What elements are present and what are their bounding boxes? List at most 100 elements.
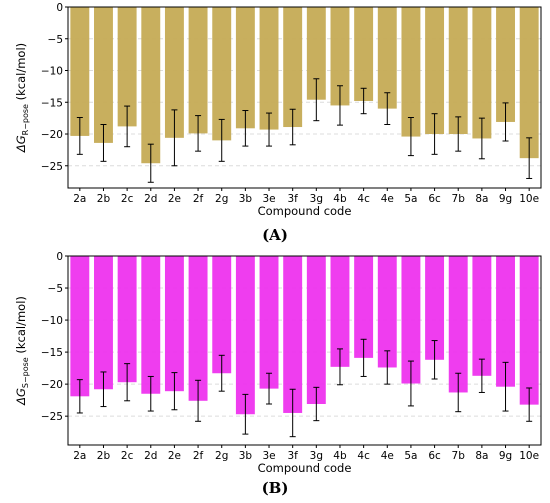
error-bar-2e	[171, 372, 178, 411]
y-axis-label-main: ΔG	[14, 388, 28, 406]
bar-4b	[330, 256, 350, 367]
bar-3e	[259, 256, 279, 389]
bar-2f	[188, 7, 208, 134]
error-bar-3f	[289, 108, 296, 146]
error-bar-9g	[502, 102, 509, 142]
bar-2g	[212, 256, 232, 374]
error-bar-2c	[124, 363, 131, 402]
x-tick-label: 5a	[404, 193, 417, 205]
error-bar-9g	[502, 361, 509, 412]
error-bar-5a	[407, 360, 414, 407]
x-tick-label: 4b	[333, 450, 347, 462]
error-bar-3g	[313, 78, 320, 122]
error-bar-10e	[526, 387, 533, 422]
bar-6c	[425, 7, 445, 135]
bar-2a	[70, 7, 90, 136]
error-bar-3g	[313, 386, 320, 422]
y-tick-label: −25	[41, 411, 63, 423]
bar-3f	[283, 7, 303, 128]
panel-label-a: (A)	[262, 226, 288, 244]
bar-6c	[425, 256, 445, 360]
y-tick-label: −15	[41, 97, 63, 109]
bar-2b	[94, 7, 113, 143]
plot-area	[68, 7, 541, 188]
x-tick-label: 3e	[262, 193, 275, 205]
bar-4b	[330, 7, 350, 106]
error-bar-2d	[147, 143, 154, 183]
x-tick-label: 4e	[381, 193, 394, 205]
axes-frame	[67, 255, 542, 446]
error-bar-4e	[384, 350, 391, 385]
x-tick-label: 2f	[193, 193, 204, 205]
bar-2a	[70, 256, 90, 397]
bar-10e	[519, 256, 539, 405]
x-tick-label: 2e	[168, 193, 181, 205]
x-tick-label: 10e	[519, 193, 539, 205]
bar-3g	[306, 256, 326, 404]
x-tick-label: 3b	[239, 193, 253, 205]
bar-8a	[472, 7, 492, 139]
y-tick-label: −5	[48, 283, 63, 295]
bar-3f	[283, 256, 303, 413]
error-bar-2d	[147, 375, 154, 412]
y-axis-label: ΔGR−pose (kcal/mol)	[14, 43, 30, 153]
x-axis-label: Compound code	[258, 461, 352, 475]
error-bar-3e	[266, 112, 273, 147]
bar-9g	[496, 7, 515, 122]
x-tick-label: 2g	[215, 450, 228, 462]
bar-2c	[117, 7, 137, 127]
x-tick-label: 5a	[404, 450, 417, 462]
bar-4e	[377, 256, 397, 368]
bar-4c	[354, 256, 374, 358]
x-tick-label: 4b	[333, 193, 347, 205]
x-tick-label: 4e	[381, 450, 394, 462]
bar-8a	[472, 256, 492, 376]
y-axis-label: ΔGS−pose (kcal/mol)	[14, 296, 30, 406]
error-bar-2g	[218, 118, 225, 162]
error-bar-3b	[242, 110, 249, 147]
y-tick-label: −20	[41, 379, 63, 391]
x-tick-label: 4c	[357, 193, 370, 205]
y-axis-label-main: ΔG	[14, 135, 28, 153]
y-tick-label: −15	[41, 347, 63, 359]
bar-7b	[448, 7, 468, 135]
error-bar-2c	[124, 105, 131, 148]
x-tick-label: 3f	[287, 450, 298, 462]
bar-9g	[496, 256, 515, 387]
y-tick-label: −20	[41, 129, 63, 141]
error-bar-4b	[336, 85, 343, 126]
bar-3g	[306, 7, 326, 100]
error-bar-4e	[384, 92, 391, 125]
error-bar-10e	[526, 137, 533, 179]
error-bar-3f	[289, 388, 296, 438]
x-tick-label: 6c	[428, 193, 441, 205]
x-tick-label: 10e	[519, 450, 539, 462]
bar-2e	[164, 7, 184, 138]
bar-2d	[141, 7, 161, 164]
x-tick-label: 2b	[97, 193, 111, 205]
bar-2c	[117, 256, 137, 383]
y-tick-label: −25	[41, 161, 63, 173]
bar-5a	[401, 256, 421, 384]
x-tick-label: 3g	[310, 450, 323, 462]
bar-2d	[141, 256, 161, 394]
y-tick-label: 0	[56, 251, 63, 263]
x-tick-label: 9g	[499, 193, 512, 205]
bar-2e	[164, 256, 184, 392]
bar-4e	[377, 7, 397, 109]
y-tick-label: −5	[48, 34, 63, 46]
x-tick-label: 2a	[73, 193, 86, 205]
error-bar-8a	[478, 358, 485, 393]
y-axis-label-subscript: S−pose	[21, 357, 30, 388]
x-tick-label: 2b	[97, 450, 111, 462]
x-axis-label: Compound code	[258, 204, 352, 218]
x-tick-label: 2d	[144, 450, 157, 462]
error-bar-8a	[478, 117, 485, 160]
error-bar-6c	[431, 340, 438, 380]
error-bar-4c	[360, 338, 367, 377]
error-bar-6c	[431, 113, 438, 155]
y-tick-label: −10	[41, 66, 63, 78]
error-bar-3b	[242, 393, 249, 435]
x-tick-label: 2e	[168, 450, 181, 462]
error-bar-2a	[76, 379, 83, 414]
